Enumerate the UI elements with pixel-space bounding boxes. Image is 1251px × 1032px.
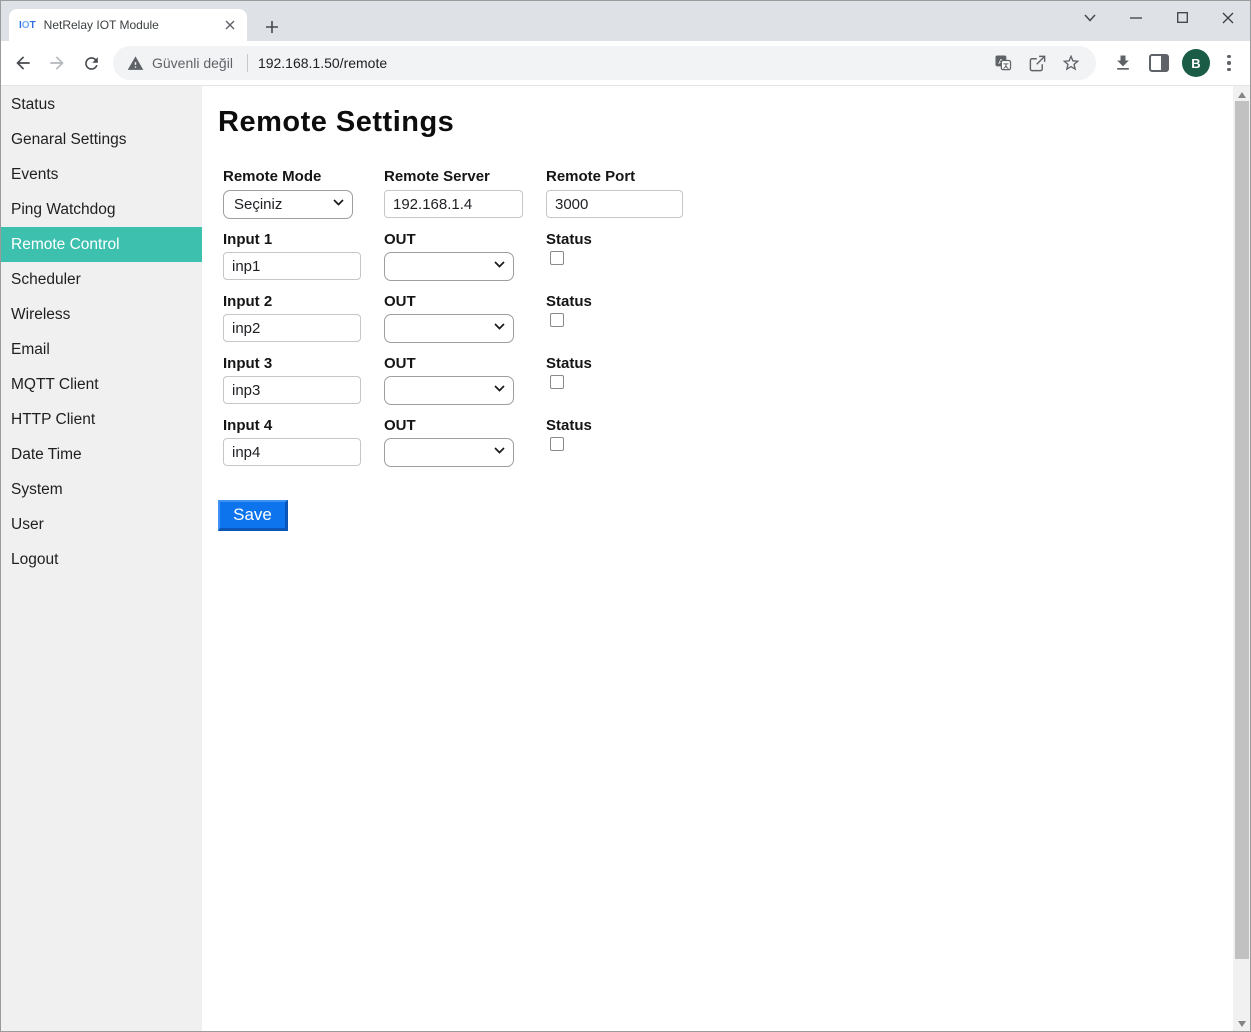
input4-label: Input 4: [223, 417, 273, 434]
address-bar[interactable]: Güvenli değil 192.168.1.50/remote A: [113, 46, 1096, 80]
status3-label: Status: [546, 355, 592, 372]
new-tab-button[interactable]: [259, 14, 285, 40]
sidebar-item-ping-watchdog[interactable]: Ping Watchdog: [11, 200, 116, 218]
menu-kebab-icon[interactable]: [1216, 48, 1242, 78]
input1-label: Input 1: [223, 231, 273, 248]
chevron-down-icon: [494, 323, 505, 330]
back-button[interactable]: [7, 47, 39, 79]
remote-port-input[interactable]: [546, 190, 683, 218]
tab-strip: IOT NetRelay IOT Module: [1, 1, 1250, 41]
out2-label: OUT: [384, 293, 416, 310]
tab-search-chevron-icon[interactable]: [1067, 1, 1113, 34]
page-title: Remote Settings: [218, 106, 455, 138]
forward-button[interactable]: [41, 47, 73, 79]
chevron-down-icon: [333, 199, 344, 206]
out4-label: OUT: [384, 417, 416, 434]
input1-field[interactable]: [223, 252, 361, 280]
translate-icon[interactable]: A: [990, 50, 1016, 76]
sidebar-item-http-client[interactable]: HTTP Client: [11, 410, 96, 428]
remote-mode-select[interactable]: Seçiniz: [223, 190, 353, 219]
input2-field[interactable]: [223, 314, 361, 342]
sidebar-item-logout[interactable]: Logout: [11, 550, 59, 568]
scrollbar-thumb[interactable]: [1234, 101, 1249, 959]
status1-checkbox[interactable]: [550, 251, 564, 265]
sidebar-item-events[interactable]: Events: [11, 165, 59, 183]
status2-checkbox[interactable]: [550, 313, 564, 327]
remote-server-input[interactable]: [384, 190, 523, 218]
sidebar-item-scheduler[interactable]: Scheduler: [11, 270, 81, 288]
maximize-button[interactable]: [1159, 1, 1205, 34]
security-label: Güvenli değil: [152, 55, 233, 71]
bookmark-star-icon[interactable]: [1058, 50, 1084, 76]
scroll-down-icon[interactable]: [1233, 1015, 1250, 1031]
input4-field[interactable]: [223, 438, 361, 466]
side-panel-icon[interactable]: [1144, 48, 1174, 78]
browser-tab[interactable]: IOT NetRelay IOT Module: [9, 9, 247, 41]
remote-mode-label: Remote Mode: [223, 168, 322, 185]
out2-select[interactable]: [384, 314, 514, 343]
out1-select[interactable]: [384, 252, 514, 281]
input3-label: Input 3: [223, 355, 273, 372]
tab-title: NetRelay IOT Module: [43, 18, 159, 32]
remote-port-label: Remote Port: [546, 168, 636, 185]
input2-label: Input 2: [223, 293, 273, 310]
chevron-down-icon: [494, 385, 505, 392]
profile-avatar[interactable]: B: [1182, 49, 1210, 77]
input3-field[interactable]: [223, 376, 361, 404]
out4-select[interactable]: [384, 438, 514, 467]
reload-button[interactable]: [75, 47, 107, 79]
chevron-down-icon: [494, 447, 505, 454]
tab-close-icon[interactable]: [221, 16, 239, 34]
status2-label: Status: [546, 293, 592, 310]
sidebar-item-email[interactable]: Email: [11, 340, 50, 358]
site-favicon-icon: IOT: [19, 19, 36, 31]
sidebar-item-genaral-settings[interactable]: Genaral Settings: [11, 130, 127, 148]
status1-label: Status: [546, 231, 592, 248]
sidebar-item-status[interactable]: Status: [11, 95, 55, 113]
minimize-button[interactable]: [1113, 1, 1159, 34]
browser-toolbar: Güvenli değil 192.168.1.50/remote A: [1, 41, 1250, 86]
remote-server-label: Remote Server: [384, 168, 490, 185]
share-icon[interactable]: [1024, 50, 1050, 76]
sidebar-item-date-time[interactable]: Date Time: [11, 445, 82, 463]
status4-checkbox[interactable]: [550, 437, 564, 451]
address-separator: [246, 54, 248, 72]
sidebar-item-user[interactable]: User: [11, 515, 44, 533]
window-close-button[interactable]: [1205, 1, 1250, 34]
sidebar-item-remote-control[interactable]: Remote Control: [1, 227, 202, 262]
download-icon[interactable]: [1108, 48, 1138, 78]
out3-label: OUT: [384, 355, 416, 372]
chevron-down-icon: [494, 261, 505, 268]
page-scrollbar[interactable]: [1233, 86, 1250, 1031]
page-content: Status Genaral Settings Events Ping Watc…: [1, 86, 1250, 1031]
status4-label: Status: [546, 417, 592, 434]
sidebar-item-wireless[interactable]: Wireless: [11, 305, 71, 323]
url-text: 192.168.1.50/remote: [257, 55, 388, 71]
out1-label: OUT: [384, 231, 416, 248]
not-secure-warning-icon[interactable]: [127, 55, 144, 72]
out3-select[interactable]: [384, 376, 514, 405]
sidebar-item-system[interactable]: System: [11, 480, 63, 498]
save-button[interactable]: Save: [218, 500, 288, 531]
remote-settings-panel: Remote Settings Remote Mode Remote Serve…: [202, 86, 1233, 1031]
sidebar-nav: Status Genaral Settings Events Ping Watc…: [1, 86, 202, 1031]
sidebar-item-mqtt-client[interactable]: MQTT Client: [11, 375, 99, 393]
scroll-up-icon[interactable]: [1233, 86, 1250, 103]
status3-checkbox[interactable]: [550, 375, 564, 389]
